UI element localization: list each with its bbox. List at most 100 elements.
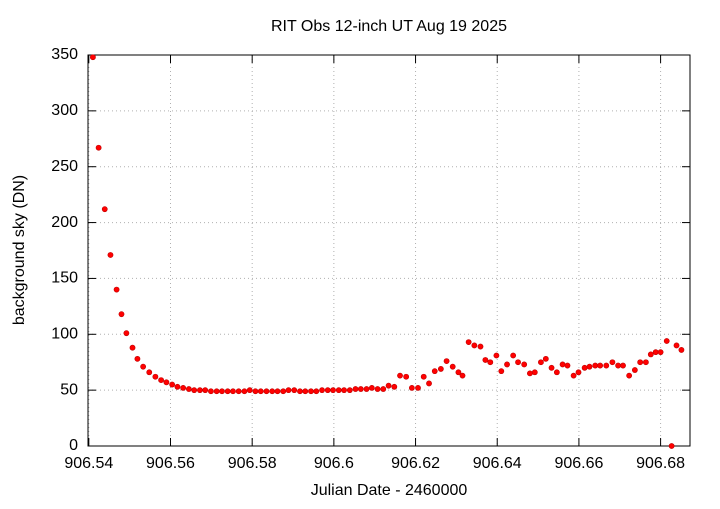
point xyxy=(134,355,141,362)
point xyxy=(297,388,303,395)
point xyxy=(208,388,214,395)
point xyxy=(169,381,176,388)
point xyxy=(280,388,287,395)
point xyxy=(219,388,225,395)
point xyxy=(357,386,364,392)
point xyxy=(564,362,571,369)
x-tick-label: 906.66 xyxy=(554,455,603,472)
point xyxy=(385,382,392,389)
point xyxy=(107,252,114,258)
point xyxy=(657,349,664,356)
point xyxy=(538,359,544,366)
x-tick-label: 906.58 xyxy=(228,455,277,472)
point xyxy=(663,338,670,344)
y-tick-label: 350 xyxy=(51,46,78,63)
point xyxy=(202,387,209,394)
y-tick-label: 100 xyxy=(51,326,78,343)
point xyxy=(465,339,472,346)
point xyxy=(113,286,120,293)
point xyxy=(603,362,610,369)
point xyxy=(269,388,276,395)
y-axis-label: background sky (DN) xyxy=(11,175,28,325)
point xyxy=(118,311,125,318)
point xyxy=(152,373,159,380)
x-axis-label: Julian Date - 2460000 xyxy=(311,482,468,499)
x-tick-label: 906.6 xyxy=(314,455,354,472)
point xyxy=(346,387,353,394)
point xyxy=(609,359,616,366)
x-tick-label: 906.56 xyxy=(146,455,195,472)
point xyxy=(455,369,462,376)
point xyxy=(581,364,588,371)
point xyxy=(521,361,528,368)
point xyxy=(482,357,489,363)
point xyxy=(493,352,500,359)
point xyxy=(101,206,108,213)
point xyxy=(586,363,593,370)
point xyxy=(374,386,381,392)
point xyxy=(230,388,236,395)
point xyxy=(426,380,432,387)
y-tick-label: 200 xyxy=(51,214,78,231)
x-tick-label: 906.68 xyxy=(636,455,685,472)
point xyxy=(123,330,130,337)
point xyxy=(420,373,427,380)
point xyxy=(174,383,181,390)
point xyxy=(597,362,604,369)
x-tick-label: 906.64 xyxy=(473,455,522,472)
point xyxy=(637,359,644,366)
point xyxy=(449,363,456,370)
point xyxy=(302,388,309,395)
y-tick-label: 250 xyxy=(51,158,78,175)
point xyxy=(397,372,403,379)
point xyxy=(158,377,165,383)
point xyxy=(380,386,387,392)
x-tick-label: 906.62 xyxy=(391,455,440,472)
point xyxy=(471,342,478,349)
point xyxy=(163,379,170,386)
point xyxy=(553,369,560,376)
point xyxy=(352,386,359,392)
point xyxy=(95,144,102,151)
point xyxy=(642,359,649,366)
point xyxy=(213,388,220,395)
point xyxy=(319,387,325,394)
point xyxy=(673,342,680,349)
point xyxy=(313,388,320,395)
point xyxy=(531,369,538,376)
point xyxy=(431,368,438,375)
y-tick-label: 50 xyxy=(60,381,78,398)
point xyxy=(504,361,510,368)
point xyxy=(263,388,270,395)
y-tick-label: 0 xyxy=(69,437,78,454)
chart-title: RIT Obs 12-inch UT Aug 19 2025 xyxy=(271,18,507,35)
point xyxy=(487,359,494,366)
point xyxy=(391,383,398,390)
point xyxy=(548,364,555,371)
point xyxy=(224,388,231,395)
point xyxy=(308,388,314,395)
point xyxy=(615,362,622,369)
point xyxy=(515,359,521,366)
point xyxy=(408,385,415,391)
point xyxy=(368,385,375,391)
x-tick-label: 906.54 xyxy=(64,455,113,472)
plot-frame xyxy=(87,54,691,447)
point xyxy=(197,387,203,394)
point xyxy=(180,385,187,391)
point xyxy=(620,362,626,369)
point xyxy=(257,388,264,395)
point xyxy=(626,372,633,379)
point xyxy=(459,372,466,379)
point xyxy=(129,344,136,351)
point xyxy=(575,369,582,376)
point xyxy=(252,388,259,395)
point xyxy=(330,387,336,394)
point xyxy=(592,362,599,369)
point xyxy=(274,388,281,395)
point xyxy=(363,386,370,392)
point xyxy=(246,387,253,394)
point xyxy=(647,351,654,358)
